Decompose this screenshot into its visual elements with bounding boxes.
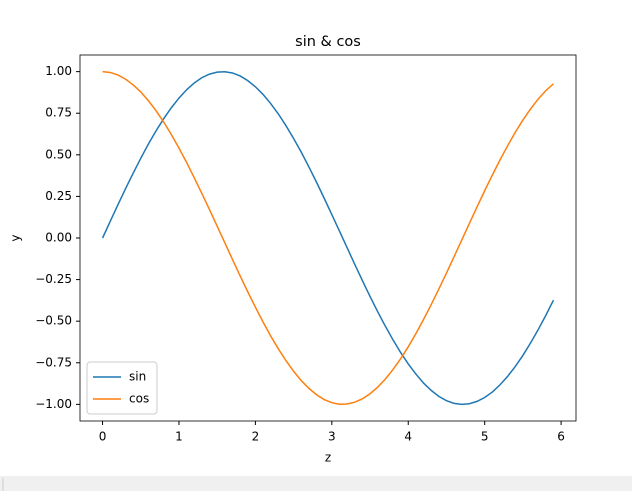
plot-frame xyxy=(79,54,577,422)
legend-label: cos xyxy=(129,392,149,406)
y-tick-label: 1.00 xyxy=(45,64,72,78)
y-tick-label: 0.50 xyxy=(45,147,72,161)
y-tick-label: 0.25 xyxy=(45,189,72,203)
y-tick-label: −0.25 xyxy=(35,272,72,286)
x-tick-label: 2 xyxy=(252,430,260,444)
chart-title: sin & cos xyxy=(295,34,361,50)
toolbar xyxy=(0,476,632,491)
x-tick-label: 5 xyxy=(481,430,489,444)
line-series xyxy=(102,70,554,405)
legend-box xyxy=(86,361,158,415)
x-axis-label: z xyxy=(325,451,331,465)
x-tick-label: 1 xyxy=(175,430,183,444)
y-tick-label: −1.00 xyxy=(35,397,72,411)
x-tick-label: 6 xyxy=(557,430,565,444)
x-tick-label: 0 xyxy=(99,430,107,444)
legend-label: sin xyxy=(129,370,146,384)
y-tick-label: −0.75 xyxy=(35,355,72,369)
x-tick-label: 4 xyxy=(404,430,412,444)
y-tick-label: −0.50 xyxy=(35,314,72,328)
y-axis-label: y xyxy=(9,234,23,241)
y-tick-label: 0.00 xyxy=(45,231,72,245)
line-series xyxy=(101,70,555,406)
y-tick-label: 0.75 xyxy=(45,106,72,120)
x-tick-label: 3 xyxy=(328,430,336,444)
